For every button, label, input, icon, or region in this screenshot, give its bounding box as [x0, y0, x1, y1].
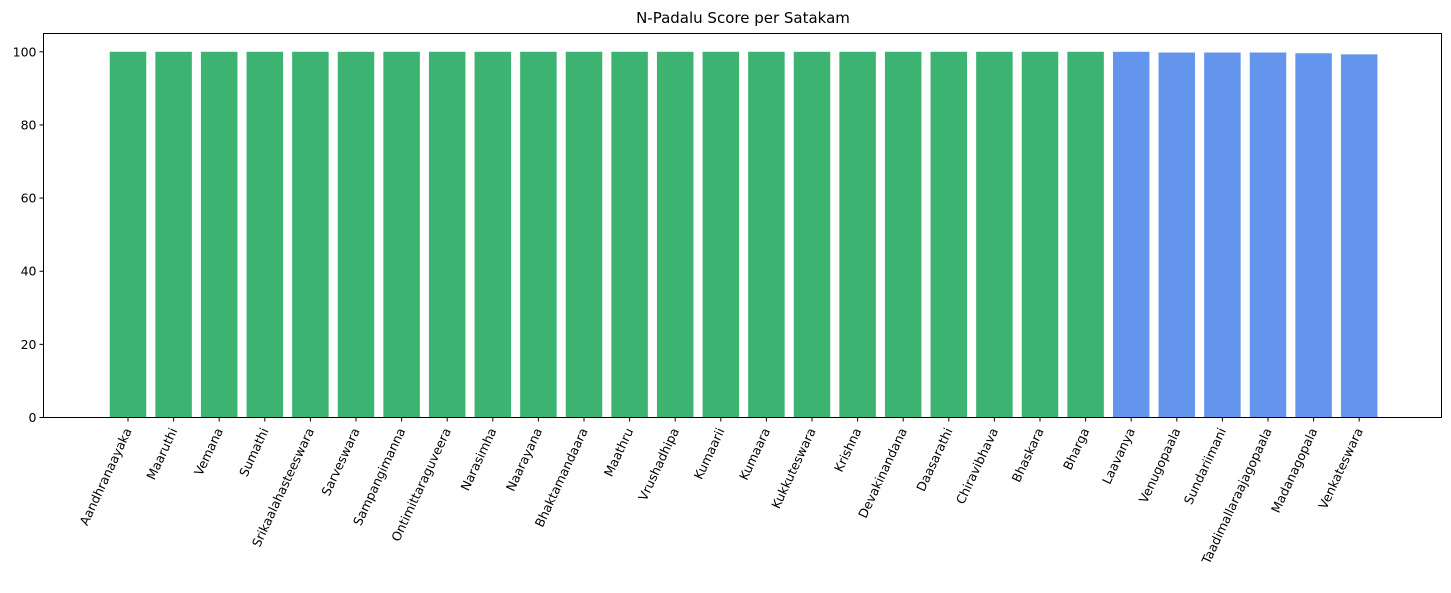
bar [474, 51, 512, 418]
y-tick-label: 60 [21, 191, 37, 206]
bar [337, 51, 375, 418]
bar [292, 51, 329, 418]
y-tick-label: 100 [13, 44, 37, 59]
bar [428, 51, 466, 418]
bar [884, 51, 922, 418]
x-tick-label: Vrushadhipa [635, 425, 682, 503]
chart-title: N-Padalu Score per Satakam [636, 9, 850, 27]
bar [1158, 52, 1196, 418]
x-tick-label: Sumathi [236, 425, 272, 478]
bar [611, 51, 648, 418]
bars-group [109, 51, 1378, 418]
x-tick-label: Kumaara [736, 425, 773, 482]
bar [1249, 52, 1287, 418]
x-tick-label: Kumaarii [691, 425, 728, 481]
x-tick-label: Vemana [191, 425, 226, 477]
y-tick-label: 0 [29, 410, 37, 425]
x-tick-label: Krishna [831, 425, 864, 474]
bar [109, 51, 147, 418]
bar [1067, 51, 1104, 418]
bar [1340, 54, 1378, 418]
bar [520, 51, 557, 418]
bar [1112, 51, 1150, 418]
x-tick-label: Chiravibhava [953, 425, 1001, 506]
bar [155, 51, 192, 418]
x-tick-label: Aandhranaayaka [76, 425, 134, 527]
x-tick-label: Madanagopala [1268, 425, 1320, 515]
bar [565, 51, 603, 418]
bar [930, 51, 968, 418]
x-tick-label: Sundariimani [1181, 425, 1230, 506]
bar [200, 51, 238, 418]
x-tick-label: Maaruthi [143, 425, 180, 482]
x-tick-label: Venugopaala [1136, 425, 1184, 505]
x-tick-label: Naarayana [503, 425, 545, 493]
bar [839, 51, 876, 418]
x-tick-label: Laavanya [1099, 425, 1138, 486]
x-tick-label: Venkateswara [1315, 425, 1366, 511]
y-tick-label: 20 [21, 337, 37, 352]
x-tick-label: Narasimha [457, 425, 499, 493]
bar [793, 51, 831, 418]
bar [1021, 51, 1059, 418]
x-tick-label: Bharga [1060, 425, 1092, 472]
bar [976, 51, 1013, 418]
x-tick-label: Maathru [601, 425, 637, 478]
bar [656, 51, 694, 418]
x-tick-label: Bhaskara [1009, 425, 1047, 484]
y-tick-label: 40 [21, 264, 37, 279]
bar [748, 51, 785, 418]
x-tick-label: Sarveswara [318, 425, 362, 498]
bar [702, 51, 740, 418]
bar [1295, 53, 1332, 418]
x-tick-label: Devakinandana [855, 425, 910, 520]
bar [1204, 52, 1241, 418]
x-tick-label: Kukkuteswara [768, 425, 818, 510]
x-axis: Aandhranaayaka Maaruthi Vemana SumathiSrika… [76, 417, 1366, 567]
bar [383, 51, 420, 418]
y-tick-label: 80 [21, 117, 37, 132]
x-tick-label: Daasarathi [913, 425, 955, 493]
y-axis: 0 20 40 60 80 100 [13, 44, 44, 425]
bar [246, 51, 284, 418]
plot-frame [43, 33, 1442, 418]
